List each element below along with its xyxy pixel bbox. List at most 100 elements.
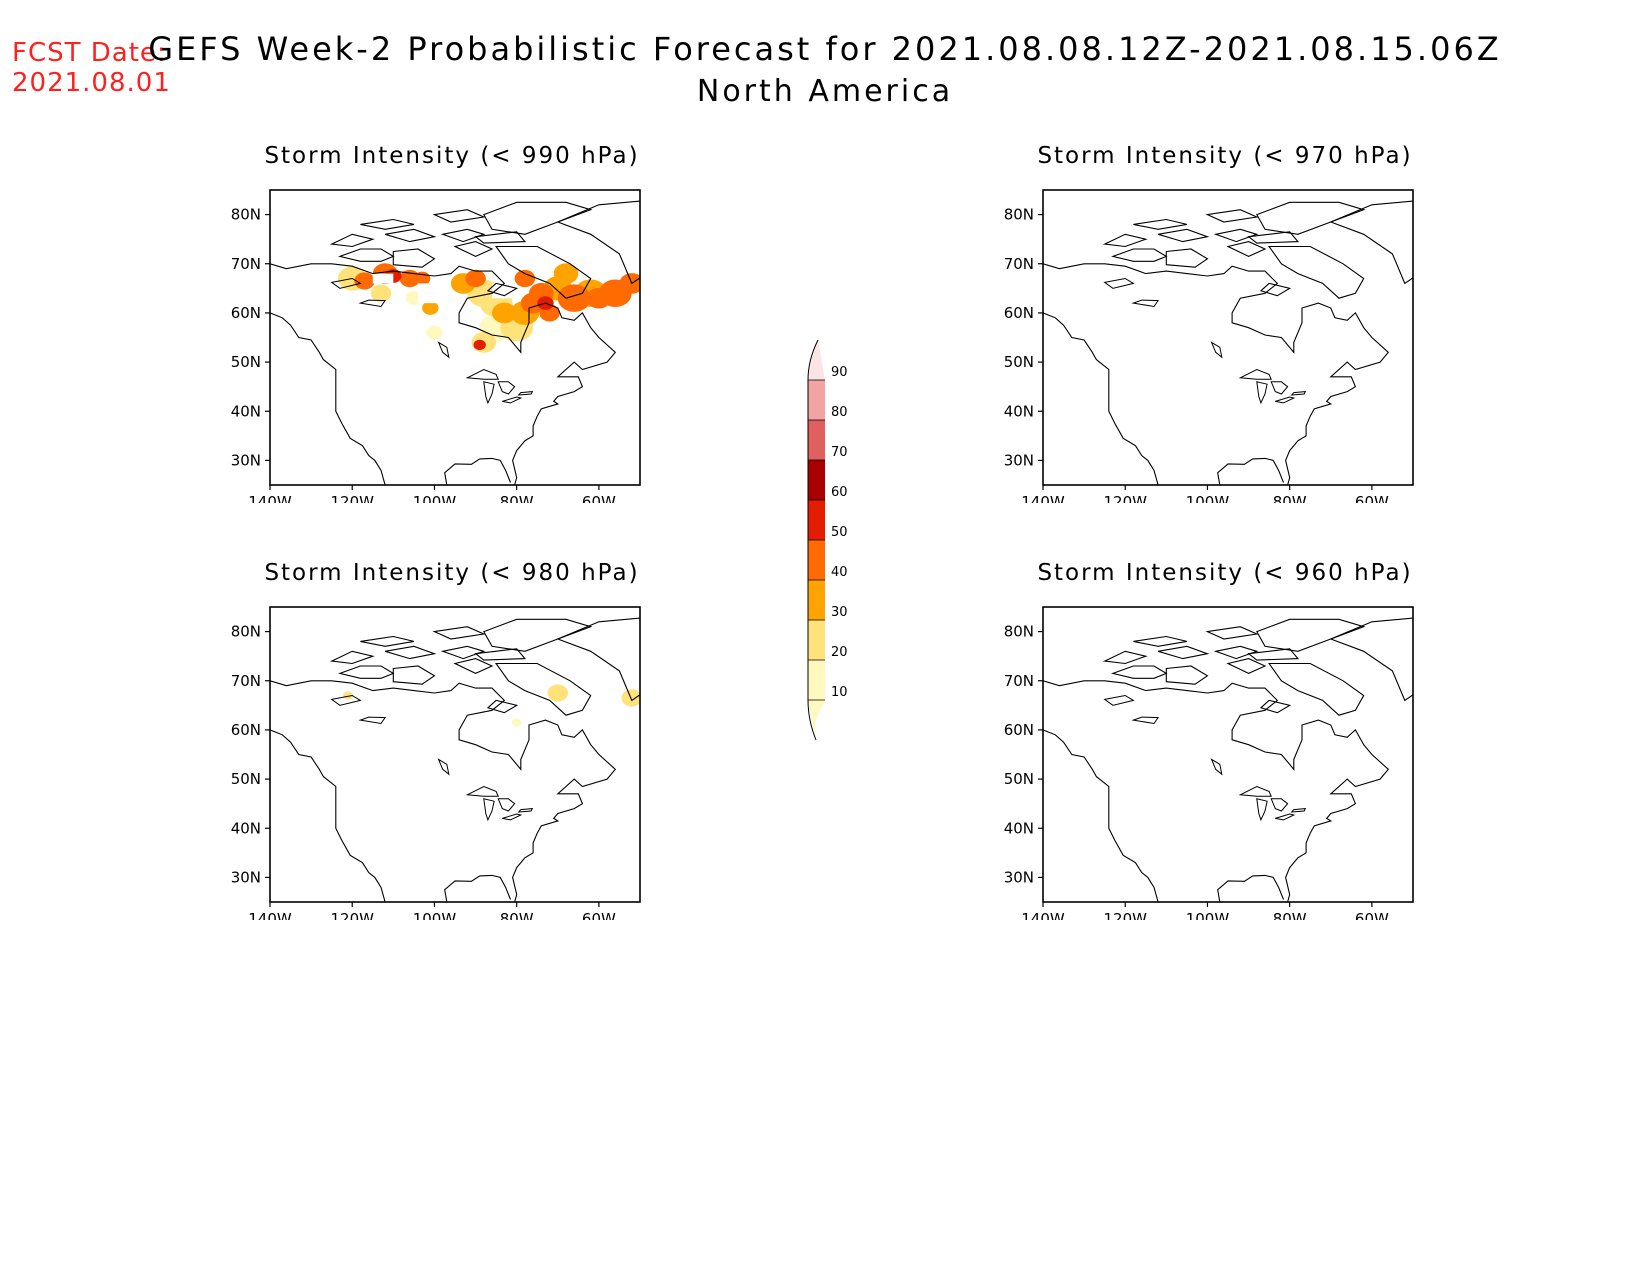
island-outline	[1259, 282, 1292, 297]
island-outline	[1110, 248, 1168, 262]
island-outline	[1268, 662, 1365, 716]
island-outline	[384, 228, 437, 243]
colorbar-swatch	[808, 620, 825, 660]
island-outline	[392, 248, 436, 268]
x-tick-label: 80W	[500, 910, 534, 920]
map-frame	[269, 189, 641, 486]
island-outline	[1205, 626, 1259, 640]
fcst-label: FCST Date:	[12, 38, 167, 68]
y-tick-label: 80N	[231, 623, 261, 641]
lake-outline	[1131, 299, 1160, 308]
island-outline	[495, 245, 592, 299]
coastline	[270, 680, 617, 902]
x-tick-label: 80W	[1273, 493, 1307, 503]
island-outline	[453, 241, 494, 258]
y-tick-label: 40N	[1004, 819, 1034, 837]
island-outline	[337, 665, 395, 679]
x-tick-label: 120W	[330, 910, 374, 920]
x-tick-label: 60W	[1355, 493, 1389, 503]
island-outline	[337, 248, 395, 262]
colorbar-swatch	[808, 420, 825, 460]
y-tick-label: 60N	[231, 721, 261, 739]
panel-970: Storm Intensity (< 970 hPa) 140W 120W 100W…	[985, 143, 1465, 503]
probability-area	[354, 272, 375, 290]
lake-outline	[1270, 798, 1289, 812]
y-tick-label: 50N	[1004, 353, 1034, 371]
island-outline	[1102, 650, 1148, 665]
island-outline	[440, 228, 486, 243]
island-outline	[360, 635, 415, 647]
probability-area	[621, 689, 640, 707]
lake-outline	[330, 694, 362, 706]
y-tick-label: 70N	[1004, 255, 1034, 273]
lake-outline	[502, 396, 523, 404]
island-outline	[1133, 635, 1188, 647]
probability-area	[465, 269, 486, 288]
x-tick-label: 140W	[1021, 910, 1065, 920]
coastline	[1043, 729, 1159, 902]
colorbar-swatch	[808, 580, 825, 620]
lake-outline	[1210, 758, 1223, 776]
colorbar: 10 20 30 40 50 60 70 80 90	[807, 339, 848, 741]
probability-area	[619, 273, 640, 294]
y-tick-label: 70N	[231, 255, 261, 273]
map-frame	[1042, 189, 1414, 486]
probability-area	[343, 691, 354, 700]
page-title: GEFS Week-2 Probabilistic Forecast for 2…	[148, 30, 1502, 68]
lake-outline	[437, 341, 450, 359]
colorbar-label: 70	[831, 445, 848, 460]
lake-outline	[1290, 391, 1307, 396]
x-tick-label: 80W	[1273, 910, 1307, 920]
coastline	[1043, 312, 1159, 485]
x-tick-label: 120W	[1103, 493, 1147, 503]
y-tick-label: 50N	[231, 353, 261, 371]
probability-area	[422, 301, 439, 315]
colorbar-cap-bottom	[808, 700, 825, 740]
lake-outline	[1275, 813, 1296, 821]
lake-outline	[502, 813, 523, 821]
island-outline	[474, 231, 527, 244]
island-outline	[1256, 201, 1366, 235]
coastline	[444, 457, 512, 485]
y-tick-label: 70N	[1004, 672, 1034, 690]
plot-area	[270, 200, 640, 485]
y-tick-label: 70N	[231, 672, 261, 690]
island-outline	[329, 233, 375, 248]
map-980: 140W 120W 100W 80W 60W 80N 70N 60N 50N 40N 30N	[231, 606, 641, 920]
lake-outline	[1210, 341, 1223, 359]
lake-outline	[1275, 396, 1296, 404]
coastline	[270, 312, 386, 485]
no-data-area	[372, 273, 394, 284]
island-outline	[1205, 209, 1259, 223]
lake-outline	[1103, 277, 1135, 289]
y-tick-label: 80N	[1004, 206, 1034, 224]
colorbar-label: 30	[831, 605, 848, 620]
lake-outline	[1131, 716, 1160, 725]
x-tick-label: 100W	[1186, 910, 1230, 920]
island-outline	[1213, 645, 1259, 660]
panel-960: Storm Intensity (< 960 hPa) 140W 120W 100W…	[985, 560, 1465, 920]
island-outline	[1256, 618, 1366, 652]
coastline	[444, 874, 512, 902]
lake-outline	[497, 798, 516, 812]
no-data-area	[418, 283, 439, 304]
y-tick-label: 50N	[231, 770, 261, 788]
island-outline	[432, 626, 486, 640]
lake-outline	[358, 299, 387, 308]
island-outline	[1133, 218, 1188, 230]
colorbar-swatch	[808, 500, 825, 540]
y-tick-label: 50N	[1004, 770, 1034, 788]
island-outline	[486, 282, 519, 297]
page-subtitle: North America	[696, 74, 954, 109]
colorbar-cap-top	[808, 340, 825, 380]
probability-area	[492, 302, 517, 324]
lake-outline	[437, 758, 450, 776]
panel-title: Storm Intensity (< 980 hPa)	[264, 560, 640, 586]
probability-area	[553, 263, 579, 284]
y-tick-label: 80N	[231, 206, 261, 224]
y-tick-label: 80N	[1004, 623, 1034, 641]
map-960: 140W 120W 100W 80W 60W 80N 70N 60N 50N 40N 30N	[1004, 606, 1414, 920]
colorbar-swatch	[808, 380, 825, 420]
colorbar-label: 20	[831, 645, 848, 660]
x-tick-label: 60W	[1355, 910, 1389, 920]
